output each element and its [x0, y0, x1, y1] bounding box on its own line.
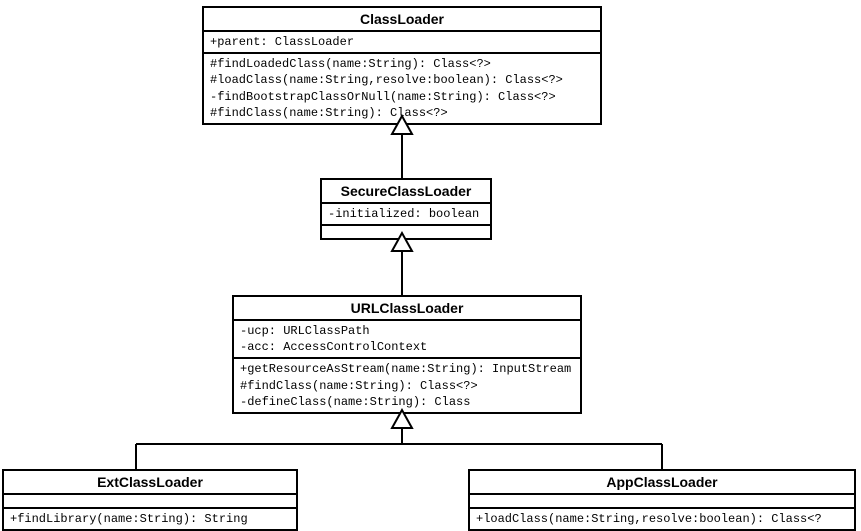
op: #findClass(name:String): Class<?>: [210, 105, 594, 121]
class-attrs: -initialized: boolean: [322, 204, 490, 226]
class-ops: #findLoadedClass(name:String): Class<?> …: [204, 54, 600, 123]
uml-class-classloader: ClassLoader +parent: ClassLoader #findLo…: [202, 6, 602, 125]
class-ops: +getResourceAsStream(name:String): Input…: [234, 359, 580, 412]
uml-class-appclassloader: AppClassLoader +loadClass(name:String,re…: [468, 469, 856, 531]
uml-class-extclassloader: ExtClassLoader +findLibrary(name:String)…: [2, 469, 298, 531]
class-title: SecureClassLoader: [322, 180, 490, 204]
op: +getResourceAsStream(name:String): Input…: [240, 361, 574, 377]
attr: -initialized: boolean: [328, 206, 484, 222]
edge-children-to-url: [136, 410, 662, 469]
attr: +parent: ClassLoader: [210, 34, 594, 50]
op: +loadClass(name:String,resolve:boolean):…: [476, 511, 848, 527]
attr: -acc: AccessControlContext: [240, 339, 574, 355]
edge-url-to-secure: [392, 233, 412, 295]
uml-class-secureclassloader: SecureClassLoader -initialized: boolean: [320, 178, 492, 240]
class-ops: +loadClass(name:String,resolve:boolean):…: [470, 509, 854, 529]
class-attrs: +parent: ClassLoader: [204, 32, 600, 54]
op: #loadClass(name:String,resolve:boolean):…: [210, 72, 594, 88]
op: +findLibrary(name:String): String: [10, 511, 290, 527]
class-ops: +findLibrary(name:String): String: [4, 509, 296, 529]
op: #findClass(name:String): Class<?>: [240, 378, 574, 394]
class-attrs: -ucp: URLClassPath -acc: AccessControlCo…: [234, 321, 580, 359]
class-title: URLClassLoader: [234, 297, 580, 321]
op: -defineClass(name:String): Class: [240, 394, 574, 410]
class-title: AppClassLoader: [470, 471, 854, 495]
class-attrs: [4, 495, 296, 509]
edge-secure-to-classloader: [392, 116, 412, 178]
op: -findBootstrapClassOrNull(name:String): …: [210, 89, 594, 105]
class-ops: [322, 226, 490, 238]
class-title: ClassLoader: [204, 8, 600, 32]
class-title: ExtClassLoader: [4, 471, 296, 495]
class-attrs: [470, 495, 854, 509]
attr: -ucp: URLClassPath: [240, 323, 574, 339]
uml-class-urlclassloader: URLClassLoader -ucp: URLClassPath -acc: …: [232, 295, 582, 414]
op: #findLoadedClass(name:String): Class<?>: [210, 56, 594, 72]
